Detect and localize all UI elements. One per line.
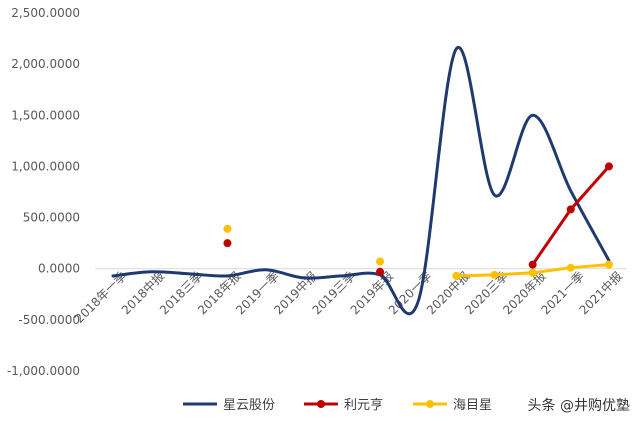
series-2-point <box>223 224 232 233</box>
series-1-point <box>566 205 575 214</box>
series-1-point <box>223 239 232 248</box>
y-tick-label: 500.0000 <box>23 211 80 225</box>
y-tick-label: -1,000.0000 <box>7 364 80 378</box>
y-tick-label: -500.0000 <box>18 313 80 327</box>
legend-marker <box>426 400 434 408</box>
y-tick-label: 1,500.0000 <box>11 108 80 122</box>
legend-label: 星云股份 <box>223 398 275 413</box>
series-2-point <box>528 268 537 277</box>
series-1-point <box>604 162 613 171</box>
series-2-point <box>376 257 385 266</box>
y-tick-label: 0.0000 <box>38 262 80 276</box>
series-2-point <box>490 270 499 279</box>
legend-label: 利元亨 <box>344 397 383 413</box>
y-tick-label: 2,000.0000 <box>11 57 80 71</box>
y-tick-label: 2,500.0000 <box>11 6 80 20</box>
series-0-line <box>111 45 611 316</box>
legend-marker <box>317 400 325 408</box>
series-1-point <box>376 267 385 276</box>
x-tick-label: 2018年一季 <box>72 269 129 326</box>
series-2-point <box>452 271 461 280</box>
series-1-point <box>528 260 537 269</box>
legend-label: 海目星 <box>453 398 492 413</box>
series-2-point <box>566 263 575 272</box>
series-1-line <box>531 164 611 267</box>
y-tick-label: 1,000.0000 <box>11 159 80 173</box>
series-2-point <box>604 260 613 269</box>
watermark: 头条 @井购优塾 <box>527 398 630 414</box>
